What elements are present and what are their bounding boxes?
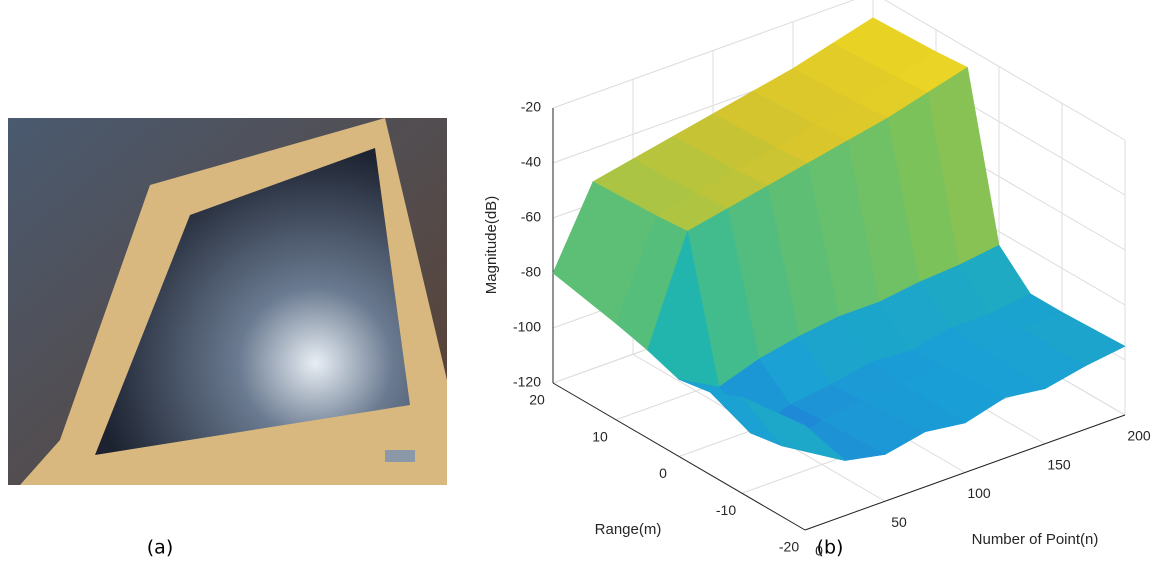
y-tick-label: -20	[779, 539, 799, 555]
x-tick-label: 200	[1127, 428, 1151, 444]
surface-plot: 050100150200-20-1001020-120-100-80-60-40…	[483, 0, 1151, 559]
z-tick-label: -120	[513, 374, 541, 390]
y-tick-label: -10	[716, 502, 736, 518]
grid-line	[552, 0, 856, 109]
z-tick-label: -40	[521, 154, 541, 170]
y-tick-label: 20	[529, 392, 545, 408]
caption: (a)	[147, 537, 173, 559]
y-axis-label: Range(m)	[595, 521, 662, 538]
axis-line	[552, 382, 806, 531]
x-axis-label: Number of Point(n)	[972, 531, 1099, 548]
x-tick-label: 0	[815, 543, 823, 559]
z-tick-label: -60	[521, 209, 541, 225]
surface-cell	[741, 396, 846, 461]
x-tick-label: 50	[891, 514, 907, 530]
photo	[8, 118, 447, 485]
caption: (b)	[817, 537, 844, 559]
axis-line	[804, 414, 1126, 531]
y-tick-label: 0	[659, 465, 667, 481]
y-tick-label: 10	[592, 428, 608, 444]
grid-line	[884, 0, 1126, 141]
x-tick-label: 150	[1047, 456, 1071, 472]
x-tick-label: 100	[967, 485, 991, 501]
z-tick-label: -80	[521, 264, 541, 280]
z-tick-label: -20	[521, 99, 541, 115]
z-axis-label: Magnitude(dB)	[483, 196, 500, 294]
z-tick-label: -100	[513, 319, 541, 335]
